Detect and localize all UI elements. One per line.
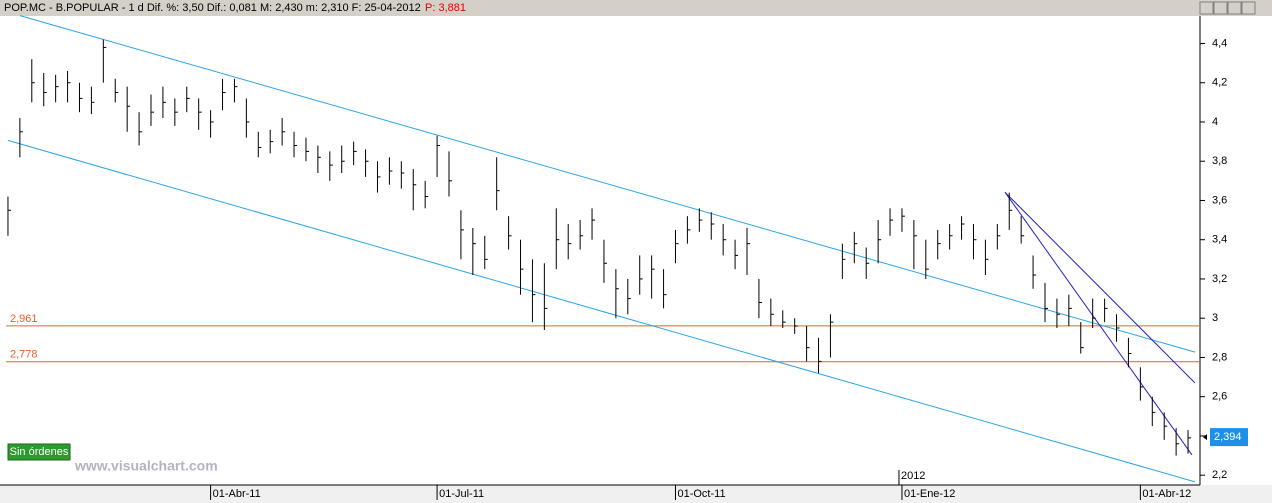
y-tick-label: 3,8 [1212,155,1227,167]
y-tick-label: 3,6 [1212,194,1227,206]
watermark: www.visualchart.com [74,458,218,474]
close-button[interactable] [1241,1,1256,15]
maximize-button[interactable] [1227,1,1242,15]
y-tick-label: 4 [1212,116,1218,128]
y-tick-label: 3 [1212,312,1218,324]
y-tick-label: 4,2 [1212,77,1227,89]
y-tick-label: 3,2 [1212,273,1227,285]
last-price-label: 2,394 [1214,431,1242,443]
x-tick-label: 01-Abr-11 [213,488,261,500]
title-bar [0,0,1272,16]
orders-button[interactable] [7,443,71,461]
y-tick-label: 3,4 [1212,234,1227,246]
trend-line [1004,191,1193,456]
restore-button[interactable] [1213,1,1228,15]
y-tick-label: 2,8 [1212,351,1227,363]
x-tick-label: 01-Ene-12 [904,488,955,500]
y-tick-label: 2,6 [1212,391,1227,403]
last-price-arrow [1203,434,1207,441]
window-buttons[interactable] [1199,1,1256,15]
trend-line [7,139,1196,483]
header-text: POP.MC - B.POPULAR - 1 d Dif. %: 3,50 Di… [4,2,421,14]
year-annotation: 2012 [901,470,925,482]
trend-line [19,15,1196,353]
x-tick-label: 01-Jul-11 [439,488,484,500]
orders-button-label[interactable]: Sin órdenes [10,446,69,458]
trend-line [1004,191,1196,384]
x-tick-label: 01-Oct-11 [677,488,725,500]
y-tick-label: 2,2 [1212,469,1227,481]
last-price-box [1210,428,1248,447]
x-axis-strip [0,485,1272,503]
minimize-button[interactable] [1199,1,1214,15]
header-price: P: 3,881 [425,2,466,14]
y-tick-label: 4,4 [1212,37,1227,49]
x-tick-label: 01-Abr-12 [1142,488,1191,500]
level-label: 2,778 [10,349,38,361]
level-label: 2,961 [10,313,38,325]
